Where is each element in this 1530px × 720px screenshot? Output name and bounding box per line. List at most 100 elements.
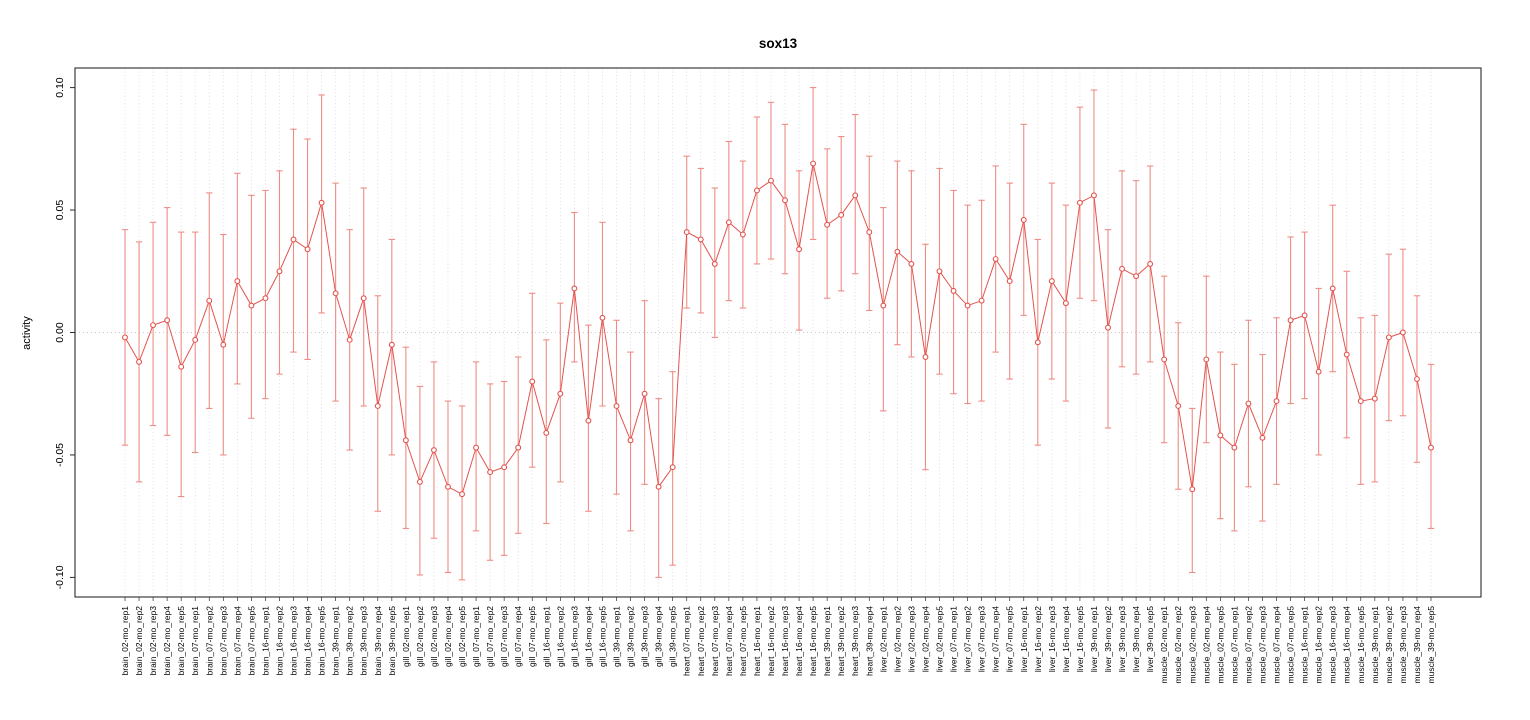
x-tick-label: gill_07-mo_rep4 (513, 606, 523, 667)
data-point (711, 260, 718, 267)
data-point (1428, 444, 1434, 451)
x-tick-label: muscle_16-mo_rep5 (1356, 606, 1366, 684)
data-point (262, 295, 269, 302)
data-point (894, 248, 901, 255)
x-tick-label: brain_07-mo_rep5 (246, 606, 256, 676)
x-tick-label: heart_07-mo_rep1 (682, 606, 692, 676)
x-tick-label: brain_16-mo_rep5 (317, 606, 327, 676)
data-point (402, 437, 409, 444)
x-tick-label: heart_39-mo_rep1 (822, 606, 832, 676)
x-axis: brain_02-mo_rep1 brain_02-mo_rep2 brain_02… (120, 597, 1436, 683)
data-point (122, 334, 128, 341)
data-point (178, 363, 185, 370)
x-tick-label: gill_02-mo_rep2 (415, 606, 425, 667)
data-point (1329, 285, 1336, 292)
x-tick-label: gill_07-mo_rep5 (527, 606, 537, 667)
data-point (782, 197, 788, 204)
x-tick-label: brain_02-mo_rep4 (162, 606, 172, 676)
data-point (276, 268, 283, 275)
data-point (725, 219, 732, 226)
x-tick-label: liver_02-mo_rep1 (878, 606, 888, 672)
x-tick-label: heart_16-mo_rep3 (780, 606, 790, 676)
x-tick-label: muscle_39-mo_rep3 (1398, 606, 1408, 684)
data-point (388, 341, 395, 348)
x-tick-label: muscle_16-mo_rep4 (1342, 606, 1352, 684)
x-tick-label: muscle_02-mo_rep2 (1173, 606, 1183, 684)
data-point (248, 302, 255, 309)
x-tick-label: brain_07-mo_rep4 (232, 606, 242, 676)
data-point (318, 199, 325, 206)
error-bars (121, 87, 1435, 581)
data-point (1161, 356, 1168, 363)
x-tick-label: muscle_07-mo_rep5 (1286, 606, 1296, 684)
data-point (950, 287, 957, 294)
x-tick-label: heart_07-mo_rep5 (738, 606, 748, 676)
data-point (697, 236, 704, 243)
data-point (150, 322, 157, 329)
data-point (220, 341, 227, 348)
data-point (1301, 312, 1308, 319)
x-tick-label: gill_39-mo_rep1 (612, 606, 622, 667)
data-point (1231, 444, 1238, 451)
data-point (585, 417, 592, 424)
x-tick-label: liver_02-mo_rep3 (906, 606, 916, 672)
x-tick-label: gill_02-mo_rep3 (429, 606, 439, 667)
data-points (122, 160, 1434, 498)
data-point (669, 464, 676, 471)
x-tick-label: liver_07-mo_rep5 (1005, 606, 1015, 672)
x-tick-label: muscle_07-mo_rep4 (1272, 606, 1282, 684)
data-point (683, 229, 690, 236)
x-tick-label: liver_16-mo_rep1 (1019, 606, 1029, 672)
x-tick-label: muscle_02-mo_rep1 (1159, 606, 1169, 684)
x-tick-label: brain_07-mo_rep3 (218, 606, 228, 676)
x-tick-label: heart_07-mo_rep2 (696, 606, 706, 676)
data-point (1385, 334, 1392, 341)
data-point (374, 403, 381, 409)
y-tick-label: -0.10 (54, 565, 66, 589)
x-tick-label: gill_16-mo_rep2 (555, 606, 565, 667)
x-tick-label: liver_39-mo_rep2 (1103, 606, 1113, 672)
y-axis-title: activity (21, 316, 33, 350)
x-tick-label: liver_16-mo_rep2 (1033, 606, 1043, 672)
x-tick-label: muscle_02-mo_rep3 (1187, 606, 1197, 684)
data-point (1147, 260, 1154, 267)
x-tick-label: gill_02-mo_rep4 (443, 606, 453, 667)
data-point (1217, 432, 1224, 439)
x-tick-label: liver_07-mo_rep1 (949, 606, 959, 672)
data-point (360, 295, 367, 302)
x-tick-label: liver_16-mo_rep5 (1075, 606, 1085, 672)
data-point (1259, 434, 1266, 441)
x-tick-label: heart_07-mo_rep4 (724, 606, 734, 676)
x-tick-label: liver_07-mo_rep4 (991, 606, 1001, 672)
data-point (1273, 398, 1280, 405)
data-point (445, 483, 451, 490)
x-tick-label: gill_16-mo_rep4 (583, 606, 593, 667)
data-point (641, 390, 648, 397)
data-point (838, 211, 845, 218)
data-point (1357, 398, 1364, 405)
x-tick-label: heart_39-mo_rep4 (864, 606, 874, 676)
y-tick-label: -0.05 (54, 443, 66, 467)
x-tick-label: muscle_39-mo_rep2 (1384, 606, 1394, 684)
data-point (852, 192, 859, 199)
x-tick-label: liver_39-mo_rep3 (1117, 606, 1127, 672)
x-tick-label: muscle_07-mo_rep3 (1257, 606, 1267, 684)
data-point (1034, 339, 1041, 346)
x-tick-label: heart_07-mo_rep3 (710, 606, 720, 676)
x-tick-label: gill_16-mo_rep5 (597, 606, 607, 667)
data-point (739, 231, 746, 238)
data-point (1203, 356, 1210, 363)
x-tick-label: brain_02-mo_rep3 (148, 606, 158, 676)
x-tick-label: gill_39-mo_rep2 (626, 606, 636, 667)
data-point (1119, 265, 1126, 272)
x-tick-label: liver_16-mo_rep3 (1047, 606, 1057, 672)
data-point (206, 297, 213, 304)
data-point (304, 246, 311, 253)
plot-border (74, 67, 1482, 598)
data-line (124, 163, 1432, 495)
data-point (613, 403, 620, 409)
data-point (290, 236, 297, 243)
data-point (824, 221, 831, 228)
x-tick-label: brain_07-mo_rep1 (190, 606, 200, 676)
